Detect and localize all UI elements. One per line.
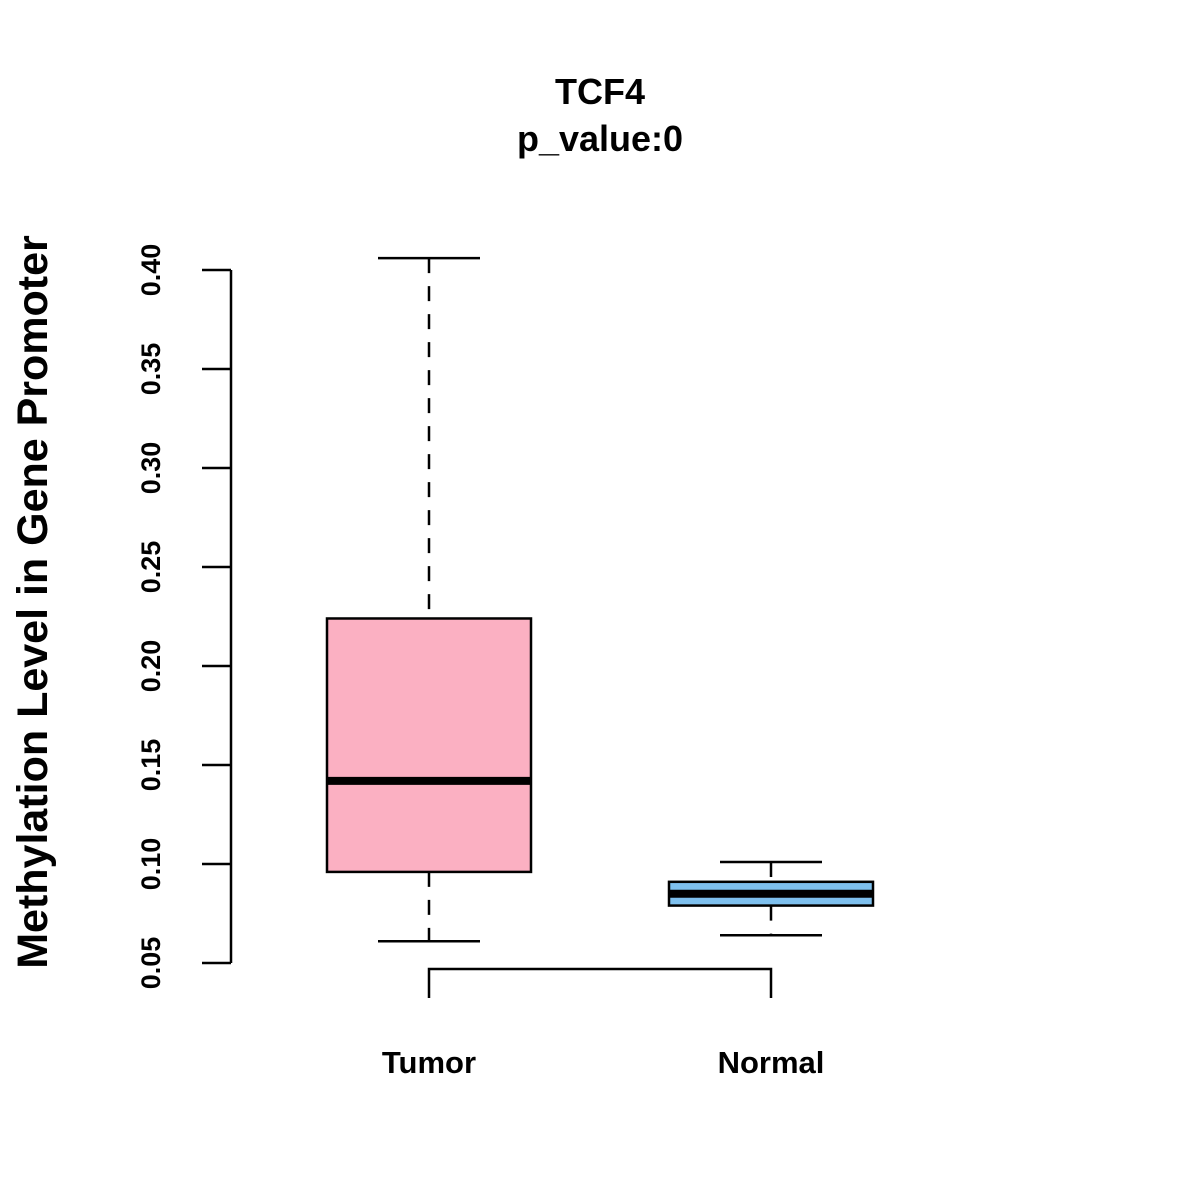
y-tick-label: 0.15 bbox=[136, 739, 166, 792]
box-normal bbox=[667, 860, 875, 937]
y-tick-label: 0.30 bbox=[136, 442, 166, 495]
y-axis-label: Methylation Level in Gene Promoter bbox=[9, 235, 57, 969]
comparison-bracket-group bbox=[427, 967, 773, 998]
y-tick-label: 0.20 bbox=[136, 640, 166, 693]
x-axis-labels: Tumor Normal bbox=[382, 1045, 824, 1080]
y-tick-label: 0.05 bbox=[136, 937, 166, 990]
chart-title: TCF4 bbox=[555, 71, 645, 112]
box-tumor bbox=[325, 256, 533, 943]
boxes-group bbox=[325, 256, 875, 943]
y-tick-label: 0.40 bbox=[136, 244, 166, 297]
y-tick-label: 0.10 bbox=[136, 838, 166, 891]
y-tick-label: 0.35 bbox=[136, 343, 166, 396]
y-tick-label: 0.25 bbox=[136, 541, 166, 594]
x-category-label-normal: Normal bbox=[718, 1045, 825, 1080]
box-iqr bbox=[325, 617, 533, 874]
comparison-bracket bbox=[427, 967, 773, 998]
y-axis: 0.05 0.10 0.15 0.20 0.25 0.30 0.35 0.40 bbox=[136, 244, 233, 990]
chart-subtitle: p_value:0 bbox=[517, 118, 683, 159]
x-category-label-tumor: Tumor bbox=[382, 1045, 476, 1080]
